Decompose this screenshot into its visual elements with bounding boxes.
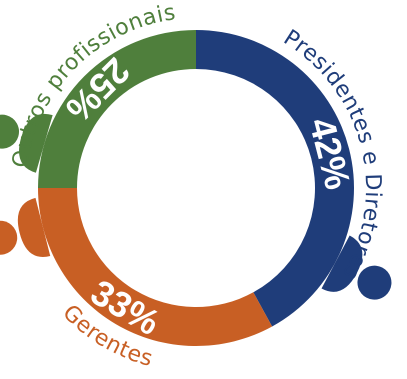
person-icon-body xyxy=(17,197,51,257)
person-icon xyxy=(321,235,392,300)
person-icon-head xyxy=(0,114,20,149)
person-icon-body xyxy=(19,113,53,173)
donut-slice xyxy=(38,188,273,347)
person-icon-head xyxy=(0,220,18,255)
person-icon-body xyxy=(321,235,363,292)
icons-layer xyxy=(0,113,392,300)
slices-layer xyxy=(38,30,354,347)
donut-slice xyxy=(196,30,354,327)
donut-slice xyxy=(38,30,196,188)
person-icon-head xyxy=(357,265,392,300)
person-icon xyxy=(0,113,53,173)
person-icon xyxy=(0,197,51,257)
